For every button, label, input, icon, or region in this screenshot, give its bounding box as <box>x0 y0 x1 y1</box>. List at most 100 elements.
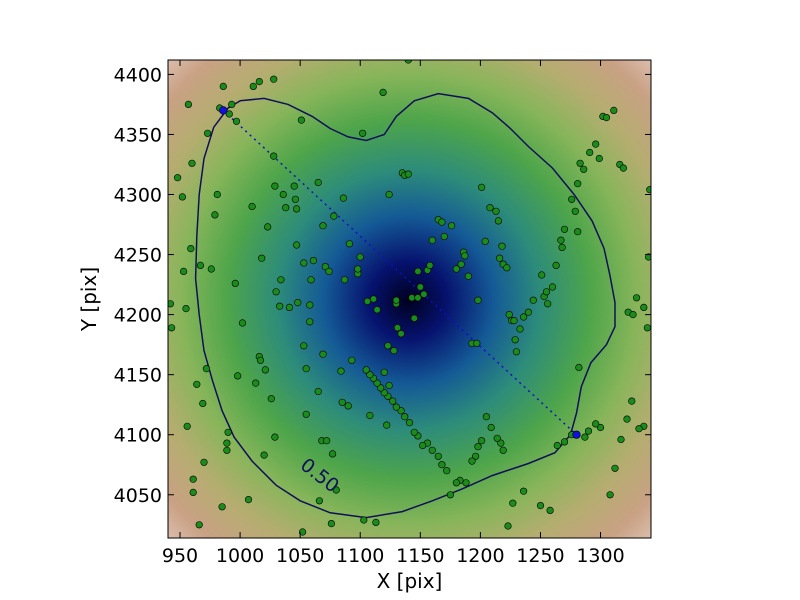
scatter-point <box>586 148 594 157</box>
scatter-point <box>443 467 451 475</box>
scatter-point <box>481 237 489 245</box>
scatter-point <box>366 371 374 379</box>
scatter-point <box>610 106 618 114</box>
contour-line <box>194 92 616 519</box>
scatter-point <box>606 491 614 499</box>
scatter-point <box>438 461 446 469</box>
scatter-point <box>225 110 233 118</box>
scatter-point <box>405 419 414 427</box>
scatter-point <box>180 267 188 276</box>
scatter-point <box>279 190 287 199</box>
scatter-point <box>519 487 528 495</box>
scatter-point <box>332 486 340 494</box>
scatter-point <box>362 366 370 374</box>
scatter-point <box>408 294 416 302</box>
plot-area: 0.50 <box>168 60 651 538</box>
scatter-point <box>373 379 381 387</box>
scatter-point <box>252 379 260 387</box>
scatter-point <box>529 296 537 304</box>
scatter-point <box>397 330 405 338</box>
scatter-point <box>643 324 651 332</box>
scatter-point <box>401 413 409 421</box>
scatter-point <box>319 222 327 230</box>
scatter-point <box>327 519 336 528</box>
scatter-point <box>492 207 500 215</box>
scatter-point <box>538 271 546 279</box>
scatter-point <box>359 129 367 137</box>
scatter-point <box>452 265 461 273</box>
scatter-point <box>338 398 346 406</box>
scatter-point <box>414 294 422 302</box>
y-axis-ticks: 4050 4100 4150 4200 4250 4300 4350 4400 <box>114 64 651 507</box>
scatter-point <box>486 204 494 212</box>
x-tick-label: 1100 <box>336 545 384 567</box>
scatter-point <box>294 299 302 307</box>
scatter-point <box>307 276 315 284</box>
scatter-point <box>419 441 427 450</box>
scatter-point <box>199 399 207 408</box>
scatter-point <box>414 267 422 276</box>
scatter-point <box>510 317 518 325</box>
scatter-point <box>524 308 533 316</box>
scatter-point <box>536 502 545 510</box>
scatter-point <box>238 319 247 327</box>
scatter-point <box>204 129 212 137</box>
scatter-point <box>448 222 456 230</box>
scatter-point <box>264 223 272 231</box>
scatter-point <box>640 303 648 312</box>
scatter-point <box>293 241 301 249</box>
y-tick-label: 4250 <box>114 245 162 267</box>
scatter-point <box>493 434 501 442</box>
scatter-point <box>560 225 569 233</box>
scatter-point <box>557 236 565 244</box>
scatter-point <box>228 100 236 108</box>
scatter-point <box>345 240 354 248</box>
scatter-point <box>232 117 241 125</box>
scatter-point <box>339 194 348 202</box>
scatter-point <box>213 190 221 199</box>
scatter-point <box>635 425 643 433</box>
scatter-point <box>285 303 294 312</box>
scatter-point <box>270 152 278 160</box>
scatter-point <box>509 499 517 507</box>
scatter-point <box>258 254 266 262</box>
scatter-point <box>218 503 226 511</box>
scatter-point <box>306 318 314 326</box>
scatter-point <box>457 260 465 268</box>
scatter-point <box>574 228 582 236</box>
scatter-point <box>602 113 611 122</box>
scatter-point <box>196 261 204 270</box>
scatter-point <box>446 491 455 499</box>
plot-frame <box>167 59 652 539</box>
scatter-point <box>270 75 278 83</box>
scatter-point <box>646 186 651 194</box>
scatter-point <box>473 339 481 348</box>
scatter-point <box>617 435 625 444</box>
scatter-point <box>183 422 191 430</box>
scatter-point <box>383 421 391 429</box>
scatter-point <box>248 202 256 211</box>
x-tick-label: 1250 <box>516 545 564 567</box>
scatter-point <box>504 522 512 530</box>
scatter-point <box>302 410 310 418</box>
scatter-point <box>392 296 400 304</box>
scatter-point <box>428 446 436 454</box>
scatter-point <box>632 294 641 302</box>
scatter-point <box>511 336 519 344</box>
scatter-point <box>314 178 322 187</box>
scatter-point <box>428 236 436 244</box>
y-tick-label: 4300 <box>114 185 162 207</box>
scatter-point <box>184 100 192 108</box>
scatter-point <box>356 253 364 261</box>
scatter-point <box>478 183 486 191</box>
scatter-point <box>207 265 215 273</box>
scatter-point <box>271 182 279 190</box>
scatter-point <box>297 116 306 124</box>
scatter-point <box>544 300 552 308</box>
scatter-point <box>462 479 470 487</box>
scatter-point <box>168 300 174 308</box>
scatter-point <box>290 182 298 190</box>
scatter-point <box>256 356 265 364</box>
scatter-point <box>468 457 476 465</box>
scatter-point <box>211 211 219 219</box>
